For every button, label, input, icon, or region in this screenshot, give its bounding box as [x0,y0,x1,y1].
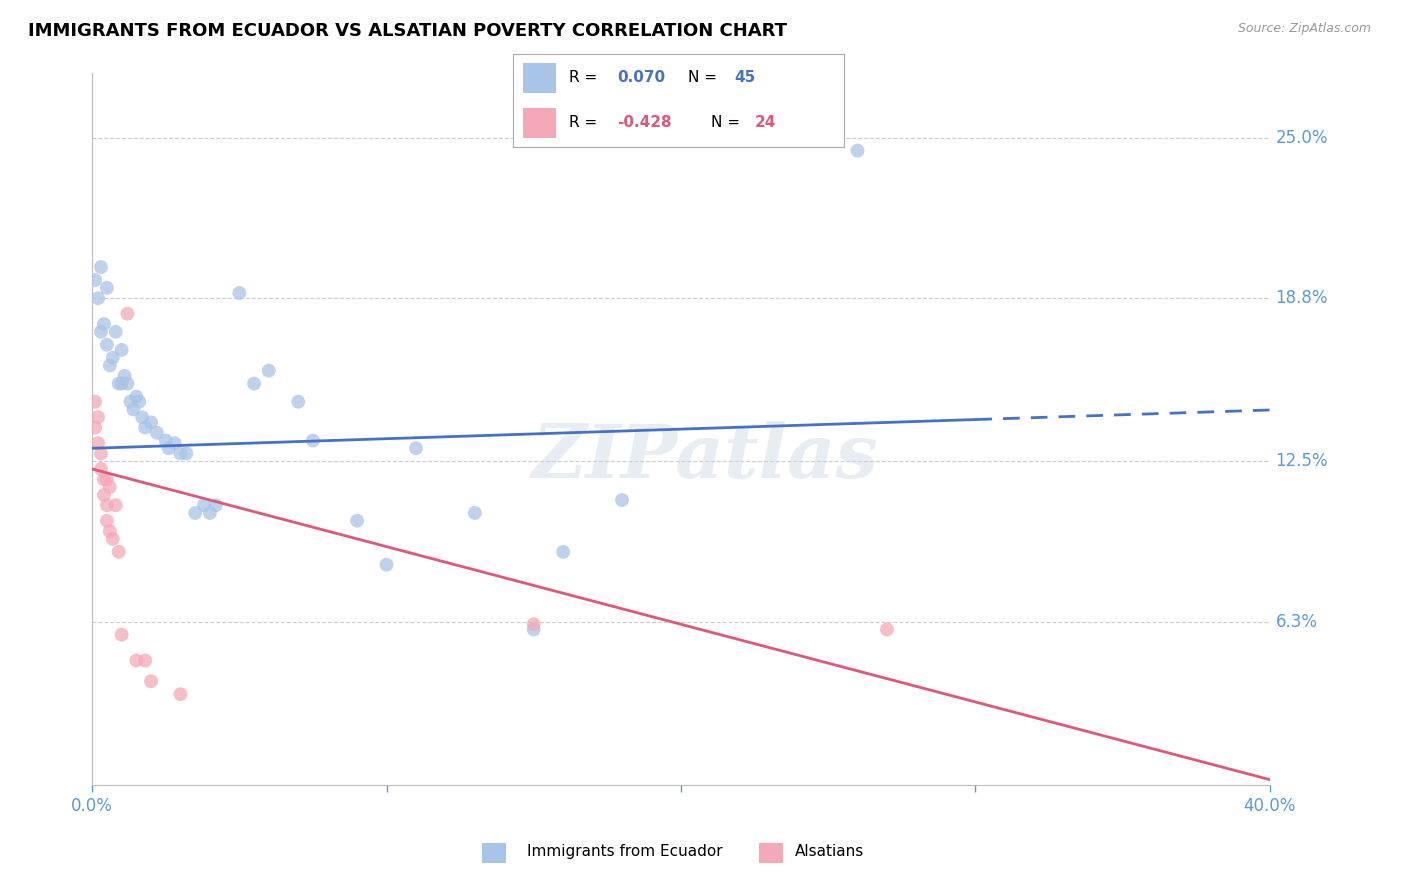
Text: Source: ZipAtlas.com: Source: ZipAtlas.com [1237,22,1371,36]
Text: ZIPatlas: ZIPatlas [531,421,877,493]
Point [110,343,132,357]
Point [846,144,869,158]
Point [375,558,398,572]
Point [523,617,546,632]
Point [163,436,186,450]
Point [553,545,575,559]
Point [134,420,156,434]
Point [104,498,127,512]
Point [125,653,148,667]
Point [90,260,112,274]
Point [87,436,110,450]
Point [110,376,132,391]
Point [134,653,156,667]
Text: R =: R = [569,115,603,130]
Text: N =: N = [711,115,745,130]
Point [93,317,115,331]
Text: 24: 24 [755,115,776,130]
Point [523,623,546,637]
Point [114,368,136,383]
Point [146,425,169,440]
Point [257,364,280,378]
Text: N =: N = [689,70,723,86]
Point [184,506,207,520]
Text: 25.0%: 25.0% [1275,128,1329,146]
Point [87,291,110,305]
Point [204,498,226,512]
Point [96,498,118,512]
Point [464,506,486,520]
Point [405,442,427,456]
Point [104,325,127,339]
Point [90,325,112,339]
Text: 12.5%: 12.5% [1275,452,1329,470]
Point [176,446,198,460]
Point [346,514,368,528]
Text: 45: 45 [734,70,756,86]
Text: 0.070: 0.070 [617,70,665,86]
Point [243,376,266,391]
Point [96,337,118,351]
Point [876,623,898,637]
Point [96,281,118,295]
Point [98,359,121,373]
Point [169,446,191,460]
Point [84,273,107,287]
Point [101,532,124,546]
Text: 6.3%: 6.3% [1275,613,1317,631]
Point [110,627,132,641]
Point [193,498,215,512]
Point [90,462,112,476]
Point [107,545,129,559]
Point [96,514,118,528]
Text: 18.8%: 18.8% [1275,289,1329,307]
FancyBboxPatch shape [523,63,557,93]
Point [287,394,309,409]
Text: R =: R = [569,70,603,86]
Point [198,506,221,520]
Point [302,434,325,448]
Point [157,442,180,456]
Point [117,307,139,321]
Point [87,410,110,425]
Point [98,524,121,538]
Point [98,480,121,494]
Point [93,488,115,502]
Point [117,376,139,391]
Point [96,472,118,486]
Point [131,410,153,425]
Point [128,394,150,409]
Point [228,285,250,300]
Point [155,434,177,448]
Point [125,390,148,404]
FancyBboxPatch shape [523,108,557,138]
Point [90,446,112,460]
Point [610,493,633,508]
Text: Alsatians: Alsatians [794,845,863,859]
Point [122,402,145,417]
Text: Immigrants from Ecuador: Immigrants from Ecuador [527,845,723,859]
Point [93,472,115,486]
Point [101,351,124,365]
Point [139,674,162,689]
Text: -0.428: -0.428 [617,115,672,130]
Point [139,416,162,430]
Point [84,420,107,434]
Point [84,394,107,409]
Point [120,394,142,409]
Point [169,687,191,701]
Point [107,376,129,391]
Text: IMMIGRANTS FROM ECUADOR VS ALSATIAN POVERTY CORRELATION CHART: IMMIGRANTS FROM ECUADOR VS ALSATIAN POVE… [28,22,787,40]
